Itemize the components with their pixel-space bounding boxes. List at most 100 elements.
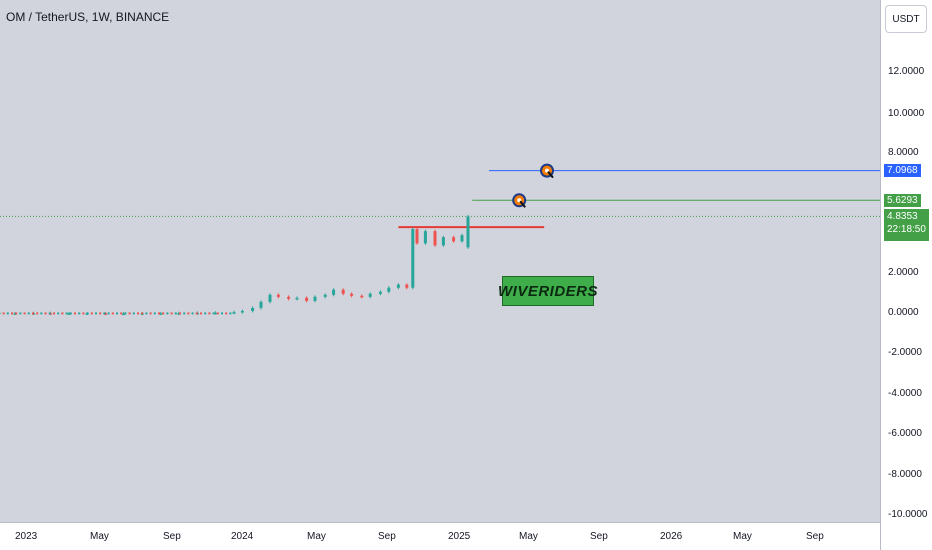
last-price-value: 4.8353 <box>887 211 918 222</box>
price-levels <box>0 170 880 229</box>
candle-body <box>162 312 165 315</box>
candle-body <box>153 312 156 315</box>
candle-body <box>378 291 382 294</box>
candle-body <box>396 284 400 288</box>
candle-body <box>32 312 34 315</box>
candle-body <box>65 312 68 315</box>
candle-body <box>466 216 470 248</box>
candles <box>0 214 470 316</box>
candle-body <box>187 312 190 315</box>
price-tick: 8.0000 <box>888 147 919 158</box>
time-tick: May <box>90 531 109 542</box>
candle-body <box>259 301 263 308</box>
candle-body <box>232 312 236 314</box>
candle-body <box>132 312 135 315</box>
chart-title: OM / TetherUS, 1W, BINANCE <box>6 10 170 24</box>
candle-body <box>213 312 217 315</box>
time-tick: 2024 <box>231 531 254 542</box>
candle-body <box>111 312 114 315</box>
candle-body <box>183 312 186 315</box>
price-axis[interactable] <box>880 0 932 550</box>
price-tick: 0.0000 <box>888 307 919 318</box>
candle-body <box>137 312 139 315</box>
candle-body <box>86 312 89 315</box>
candle-body <box>61 312 64 315</box>
price-tick: 12.0000 <box>888 66 925 77</box>
target-high-badge: 7.0968 <box>884 164 921 177</box>
candle-body <box>174 312 177 315</box>
target-icon <box>547 171 554 179</box>
candle-body <box>128 312 131 315</box>
candle-body <box>27 312 30 315</box>
candle-body <box>387 287 391 292</box>
candle-body <box>13 313 17 315</box>
candle-body <box>229 312 232 315</box>
candle-body <box>287 296 291 299</box>
time-tick: Sep <box>378 531 396 542</box>
candle-body <box>120 312 123 315</box>
candle-body <box>11 312 13 315</box>
candle-body <box>216 312 219 315</box>
price-tick: -10.0000 <box>888 509 928 520</box>
candle-body <box>276 294 280 297</box>
candle-body <box>124 312 127 315</box>
candle-body <box>423 231 427 244</box>
candle-body <box>19 312 22 315</box>
candle-body <box>44 312 47 315</box>
price-tick: -8.0000 <box>888 469 922 480</box>
candle-body <box>415 229 419 244</box>
candle-body <box>208 312 211 315</box>
chart-area[interactable] <box>0 0 880 522</box>
candle-body <box>251 307 255 311</box>
candle-body <box>141 312 144 315</box>
currency-button[interactable]: USDT <box>885 5 927 33</box>
candle-body <box>313 296 317 301</box>
candle-body <box>53 312 55 315</box>
candle-body <box>78 312 81 315</box>
wiveriders-watermark: WIVERIDERS <box>498 276 598 306</box>
candle-body <box>149 312 152 315</box>
candle-body <box>95 312 97 315</box>
time-tick: 2025 <box>448 531 471 542</box>
candle-body <box>107 312 110 315</box>
candle-body <box>305 297 309 301</box>
candle-body <box>195 312 198 315</box>
time-tick: Sep <box>590 531 608 542</box>
price-tick: 2.0000 <box>888 267 919 278</box>
candle-body <box>48 312 51 315</box>
time-tick: May <box>519 531 538 542</box>
candle-body <box>268 294 272 302</box>
candle-body <box>103 312 106 315</box>
candle-body <box>323 294 327 297</box>
candle-body <box>360 295 364 298</box>
price-tick: -2.0000 <box>888 347 922 358</box>
candle-body <box>82 312 85 315</box>
candle-body <box>158 312 160 315</box>
time-tick: May <box>307 531 326 542</box>
candle-body <box>23 312 26 315</box>
candle-body <box>350 293 354 296</box>
candle-body <box>74 312 76 315</box>
price-tick: -4.0000 <box>888 388 922 399</box>
candle-body <box>67 313 71 315</box>
candle-body <box>116 312 118 315</box>
time-tick: 2026 <box>660 531 683 542</box>
candle-body <box>191 312 194 315</box>
candle-body <box>441 237 445 246</box>
candle-body <box>36 312 39 315</box>
candle-body <box>104 313 108 315</box>
candle-body <box>212 312 215 315</box>
candle-body <box>170 312 173 315</box>
candle-body <box>240 310 244 313</box>
candle-body <box>225 312 228 315</box>
candle-body <box>90 312 93 315</box>
time-axis[interactable] <box>0 522 880 550</box>
candle-body <box>221 312 223 315</box>
bar-countdown: 22:18:50 <box>887 224 926 235</box>
candle-body <box>295 297 299 300</box>
candle-body <box>99 312 102 315</box>
candle-body <box>177 313 181 315</box>
candle-body <box>204 312 207 315</box>
candle-body <box>460 235 464 242</box>
candle-body <box>179 312 181 315</box>
